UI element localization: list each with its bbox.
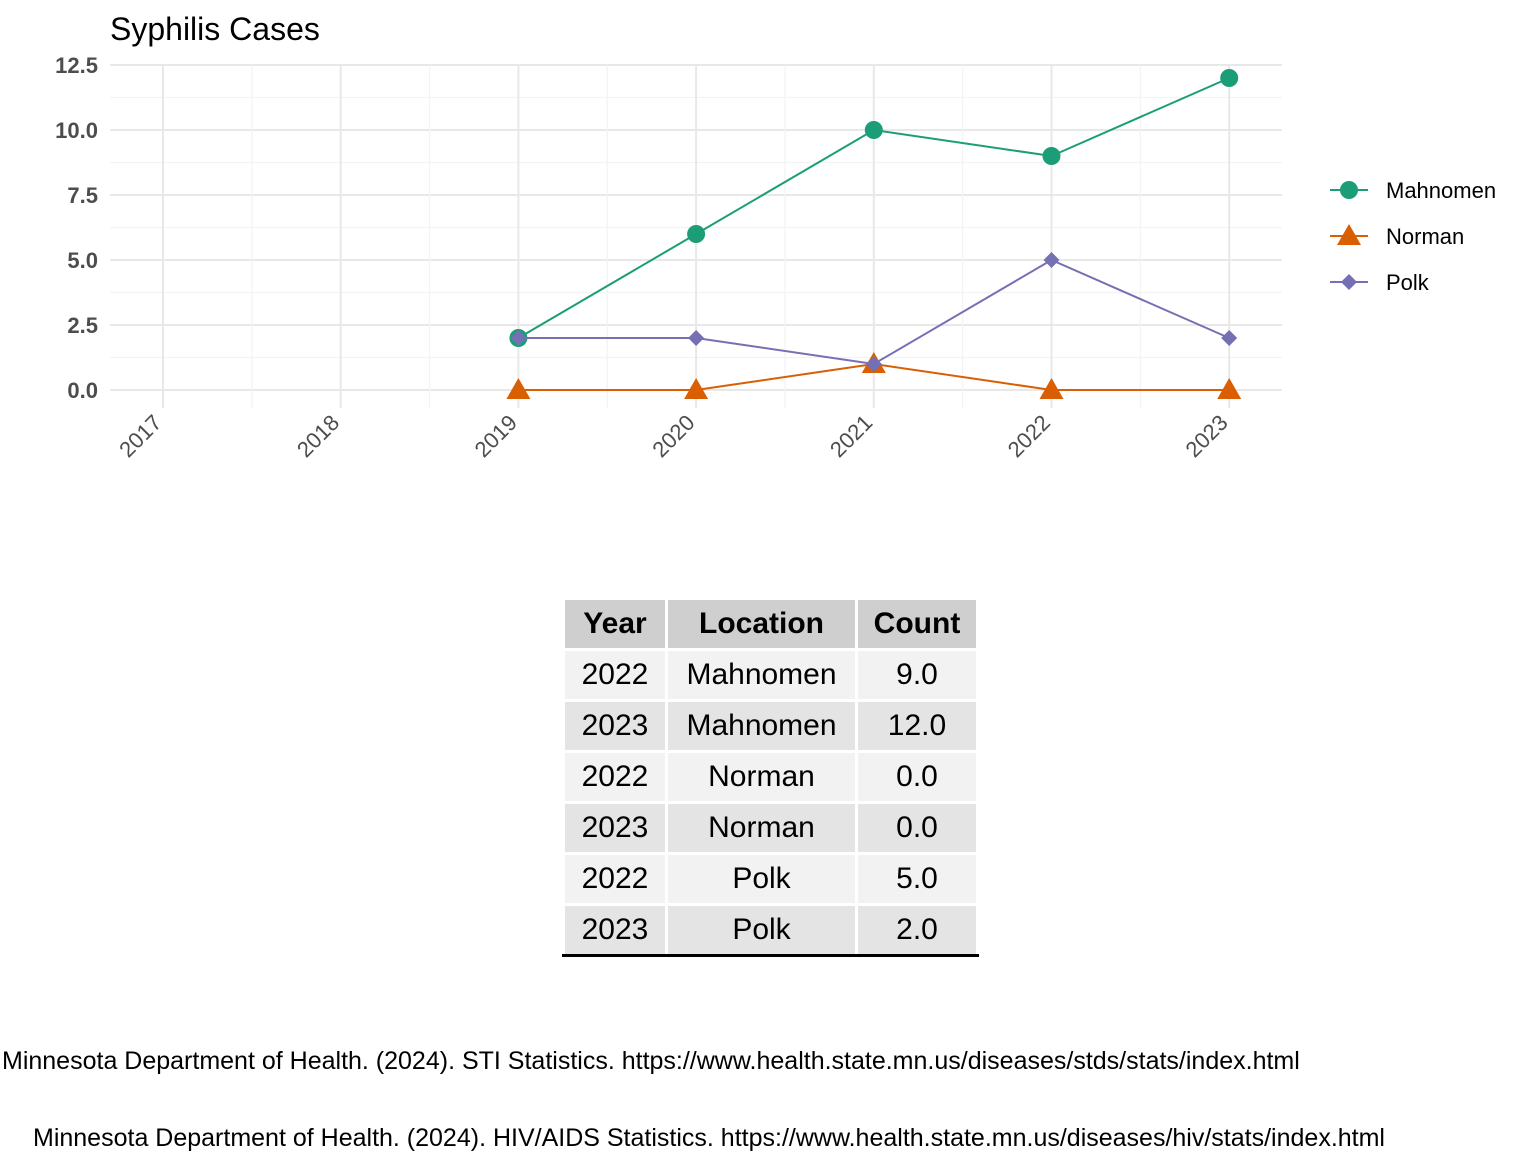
cell-year: 2023 <box>562 801 668 855</box>
cell-location: Mahnomen <box>665 699 858 753</box>
legend-marker-mahnomen <box>1340 181 1358 199</box>
legend-label-norman: Norman <box>1386 224 1464 249</box>
cell-count: 0.0 <box>855 801 979 855</box>
chart-title: Syphilis Cases <box>110 11 320 47</box>
y-axis-tick-labels: 0.0 2.5 5.0 7.5 10.0 12.5 <box>55 53 98 403</box>
data-point-polk <box>1221 330 1238 346</box>
cell-location: Mahnomen <box>665 648 858 702</box>
x-tick-label: 2019 <box>470 410 522 462</box>
header-year: Year <box>562 597 668 651</box>
table-header-row: Year Location Count <box>562 597 979 651</box>
cell-year: 2023 <box>562 903 668 957</box>
table-row: 2023 Polk 2.0 <box>562 903 979 957</box>
table-row: 2023 Mahnomen 12.0 <box>562 699 979 753</box>
source-citation-sti: Minnesota Department of Health. (2024). … <box>2 1047 1300 1075</box>
legend: Mahnomen Norman Polk <box>1330 178 1496 295</box>
x-tick-label: 2018 <box>292 410 344 462</box>
y-tick-label: 5.0 <box>67 248 98 273</box>
cell-year: 2022 <box>562 750 668 804</box>
cell-location: Polk <box>665 903 858 957</box>
data-point-norman <box>506 378 531 399</box>
table-row: 2022 Norman 0.0 <box>562 750 979 804</box>
legend-label-polk: Polk <box>1386 270 1430 295</box>
cell-location: Polk <box>665 852 858 906</box>
data-point-mahnomen <box>1220 69 1239 87</box>
series-polk <box>510 252 1238 372</box>
cell-location: Norman <box>665 801 858 855</box>
x-tick-label: 2023 <box>1180 410 1232 462</box>
cell-year: 2023 <box>562 699 668 753</box>
x-tick-label: 2017 <box>114 410 166 462</box>
x-tick-label: 2021 <box>825 410 877 462</box>
x-tick-label: 2020 <box>647 410 699 462</box>
y-tick-label: 2.5 <box>67 313 98 338</box>
cell-year: 2022 <box>562 852 668 906</box>
cell-count: 12.0 <box>855 699 979 753</box>
data-point-polk <box>688 330 705 346</box>
x-tick-label: 2022 <box>1003 410 1055 462</box>
syphilis-line-chart: Syphilis Cases 0.0 2.5 5.0 7.5 10.0 12.5 2017… <box>55 11 1496 462</box>
legend-label-mahnomen: Mahnomen <box>1386 178 1496 203</box>
data-point-norman <box>1039 378 1064 399</box>
cell-year: 2022 <box>562 648 668 702</box>
y-tick-label: 12.5 <box>55 53 98 78</box>
header-count: Count <box>855 597 979 651</box>
x-axis-tick-labels: 2017 2018 2019 2020 2021 2022 2023 <box>114 410 1232 462</box>
data-point-norman <box>684 378 709 399</box>
data-table: Year Location Count 2022 Mahnomen 9.0 20… <box>562 597 979 957</box>
y-tick-label: 0.0 <box>67 378 98 403</box>
data-point-polk <box>1043 252 1060 268</box>
y-tick-label: 10.0 <box>55 118 98 143</box>
table-row: 2023 Norman 0.0 <box>562 801 979 855</box>
data-point-norman <box>1217 378 1242 399</box>
source-citation-hiv: Minnesota Department of Health. (2024). … <box>33 1124 1385 1152</box>
data-point-mahnomen <box>1042 147 1061 165</box>
data-point-polk <box>865 356 882 372</box>
legend-marker-norman <box>1337 224 1361 245</box>
legend-marker-polk <box>1341 274 1357 290</box>
cell-count: 5.0 <box>855 852 979 906</box>
header-location: Location <box>665 597 858 651</box>
cell-count: 0.0 <box>855 750 979 804</box>
cell-count: 2.0 <box>855 903 979 957</box>
series-mahnomen <box>509 69 1239 347</box>
series-lines <box>506 69 1242 399</box>
table-row: 2022 Mahnomen 9.0 <box>562 648 979 702</box>
cell-location: Norman <box>665 750 858 804</box>
table-row: 2022 Polk 5.0 <box>562 852 979 906</box>
cell-count: 9.0 <box>855 648 979 702</box>
data-point-polk <box>510 330 527 346</box>
data-point-mahnomen <box>864 121 883 139</box>
y-tick-label: 7.5 <box>67 183 98 208</box>
data-point-mahnomen <box>687 225 706 243</box>
